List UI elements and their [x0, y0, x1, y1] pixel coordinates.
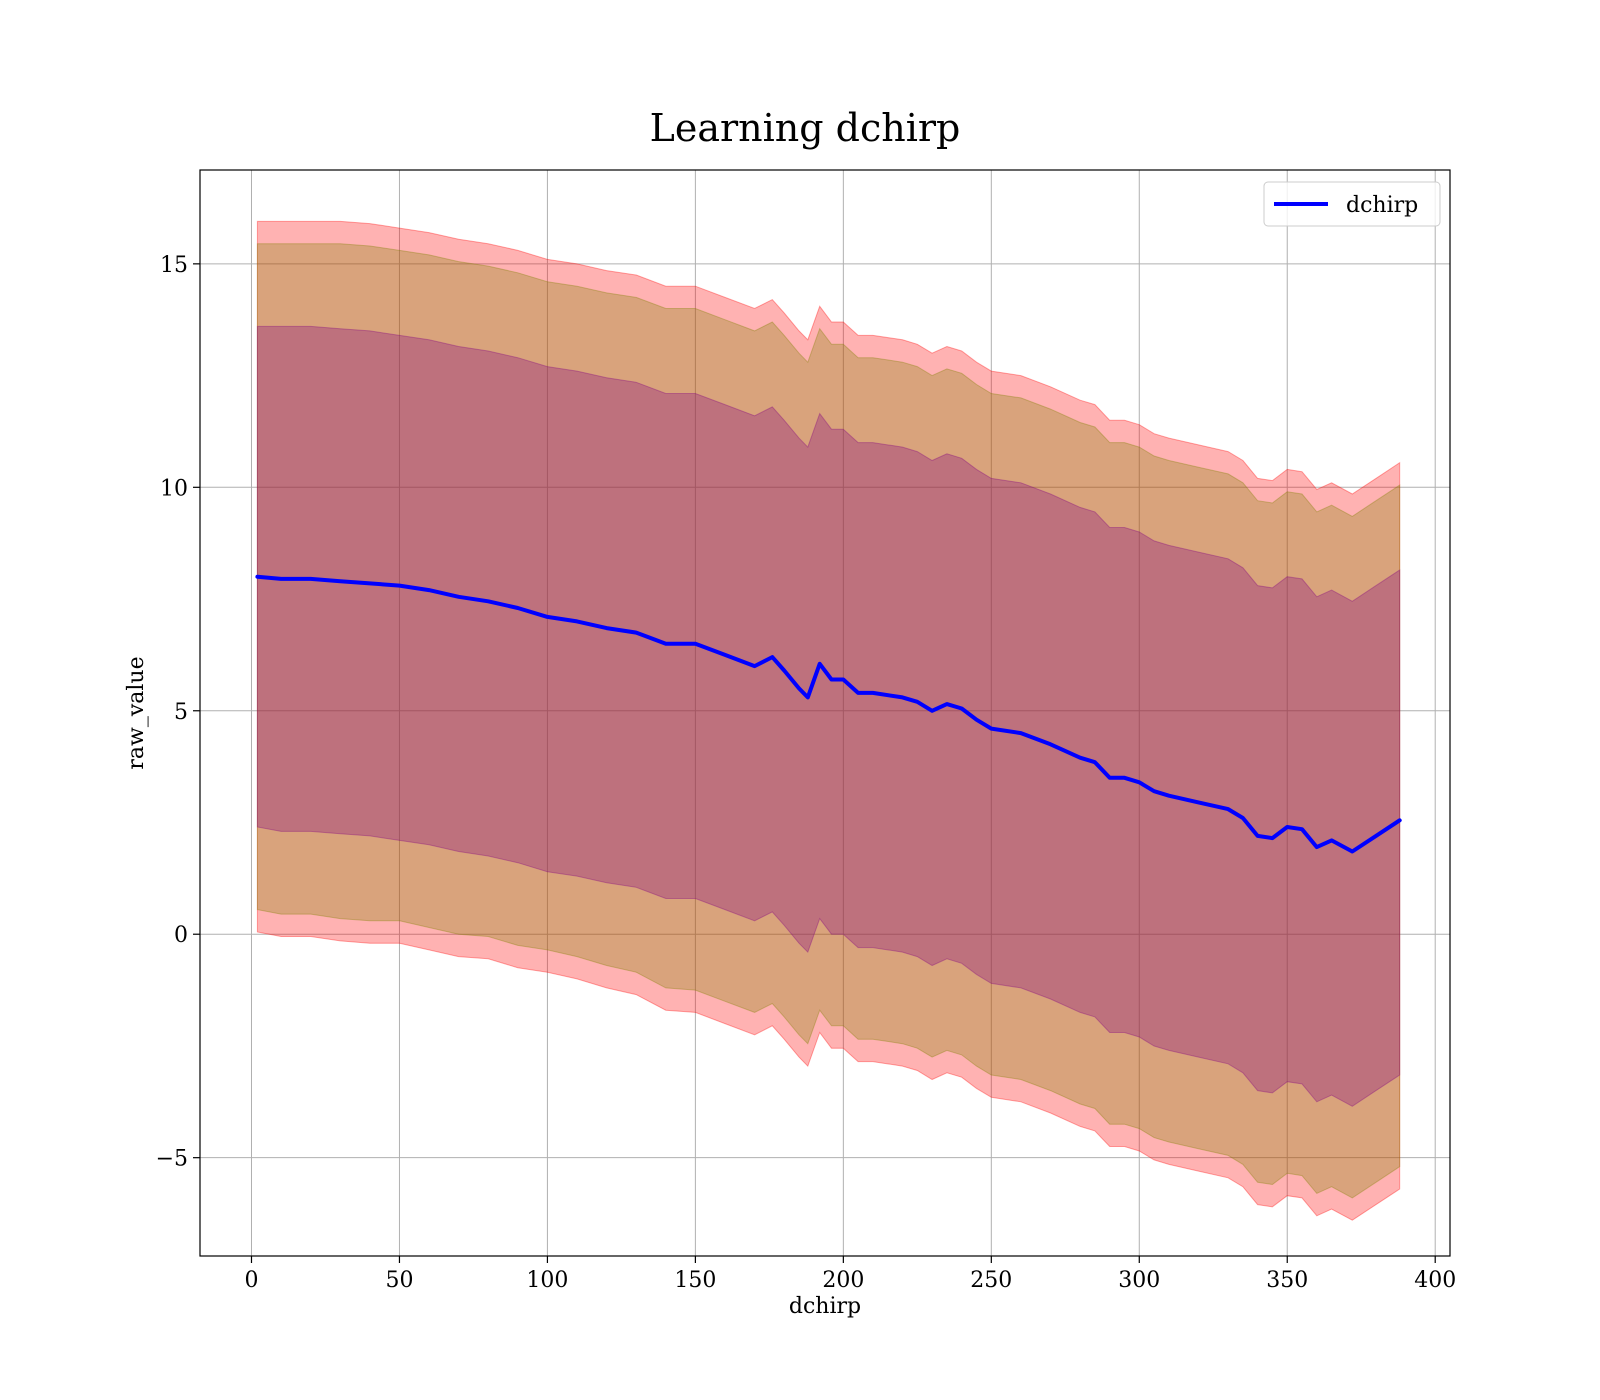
- y-tick-label: 5: [174, 700, 188, 725]
- line-layer: [255, 574, 1402, 854]
- x-tick-label: 350: [1266, 1268, 1308, 1293]
- y-tick-label: 0: [174, 923, 188, 948]
- x-tick-label: 400: [1414, 1268, 1456, 1293]
- legend: dchirp: [1263, 181, 1441, 227]
- band-layer: [256, 220, 1401, 1221]
- x-tick-label: 100: [526, 1268, 568, 1293]
- x-tick-label: 300: [1118, 1268, 1160, 1293]
- confidence-band-3: [256, 325, 1401, 1107]
- confidence-band-1: [256, 220, 1401, 1221]
- chart-title: Learning dchirp: [650, 106, 961, 150]
- y-tick-label: 10: [160, 476, 188, 501]
- grid-layer: [200, 170, 1450, 1256]
- legend-box: [1263, 181, 1441, 227]
- y-tick-label: −5: [156, 1147, 188, 1172]
- x-tick-label: 200: [822, 1268, 864, 1293]
- x-tick-label: 250: [970, 1268, 1012, 1293]
- x-tick-label: 0: [244, 1268, 258, 1293]
- x-tick-label: 150: [674, 1268, 716, 1293]
- legend-label-dchirp: dchirp: [1346, 193, 1418, 218]
- y-tick-label: 15: [160, 253, 188, 278]
- x-axis-label: dchirp: [789, 1294, 861, 1319]
- x-tick-label: 50: [385, 1268, 413, 1293]
- confidence-band-2: [256, 243, 1401, 1199]
- y-axis-label: raw_value: [124, 656, 149, 769]
- plot-frame: [199, 169, 1451, 1257]
- tick-layer: 0 50 100 150 200 250 300 350 400 −5 0 5 10 15: [156, 253, 1457, 1293]
- series-line-dchirp: [255, 574, 1402, 854]
